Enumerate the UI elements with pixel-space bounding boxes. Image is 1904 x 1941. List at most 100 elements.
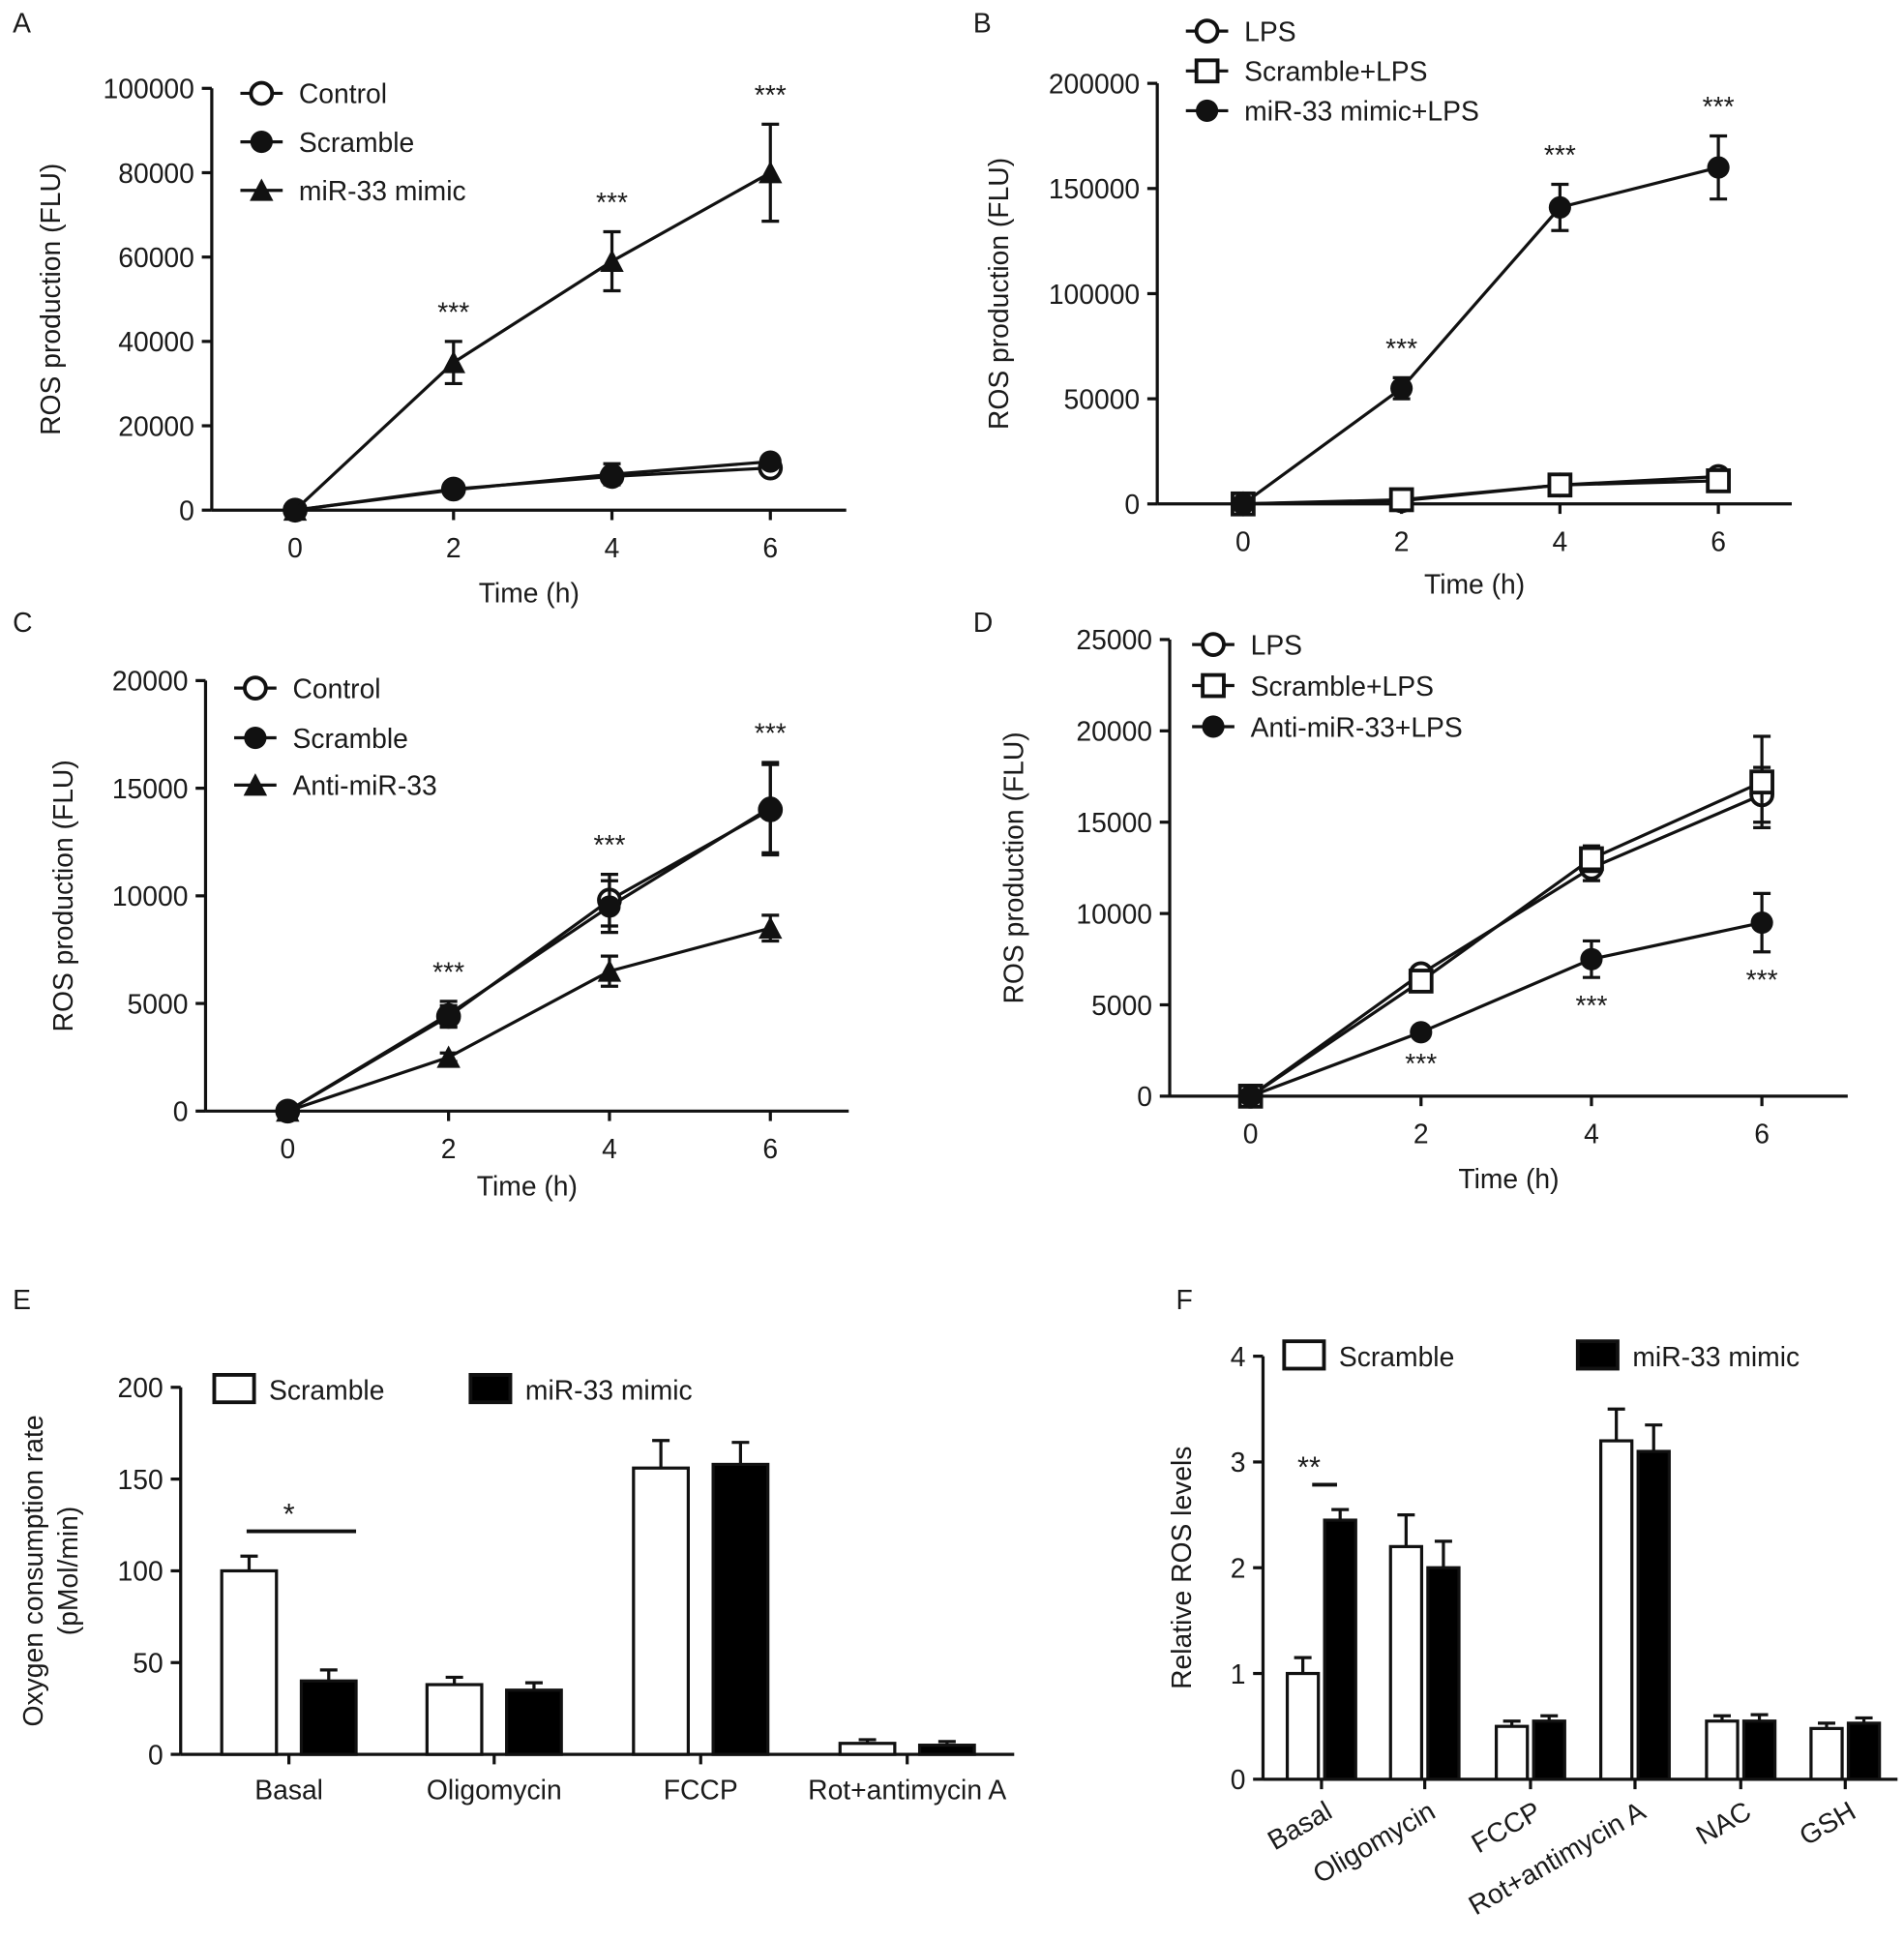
series-lps	[1231, 463, 1731, 517]
bar-mir-33-mimic	[1532, 1719, 1566, 1781]
legend-label: Scramble	[269, 1375, 384, 1406]
x-tick-label: 6	[1711, 526, 1726, 557]
legend-marker	[250, 131, 273, 154]
series-control	[275, 762, 784, 1124]
legend-label: Scramble	[299, 127, 414, 158]
x-axis-label: Time (h)	[1424, 568, 1525, 599]
x-tick-label: 0	[1235, 526, 1251, 557]
series-anti-mir-33-lps	[1239, 891, 1773, 1108]
x-tick-label: 4	[605, 532, 620, 563]
data-point	[1706, 468, 1731, 493]
y-tick-label: 1	[1231, 1658, 1246, 1689]
data-point	[1707, 156, 1730, 179]
significance-marker: ***	[1575, 990, 1607, 1021]
y-axis-label: Relative ROS levels	[1166, 1447, 1197, 1689]
data-point	[436, 1045, 461, 1068]
legend-label: miR-33 mimic	[525, 1375, 693, 1406]
series-mir-33-mimic	[283, 122, 783, 522]
y-axis-label: ROS production (FLU)	[47, 760, 78, 1031]
series-line	[1249, 792, 1763, 1098]
x-tick-label: 2	[446, 532, 461, 563]
bar-mir-33-mimic	[1636, 1449, 1671, 1781]
bar-scramble	[1809, 1726, 1844, 1781]
legend-marker	[244, 726, 267, 750]
y-tick-label: 100000	[1049, 279, 1140, 310]
significance-marker: **	[1297, 1450, 1321, 1484]
data-point	[1390, 376, 1413, 400]
legend-label: Control	[299, 78, 387, 109]
x-tick-label: 4	[602, 1133, 617, 1164]
panel-label: B	[973, 7, 992, 38]
legend-marker	[243, 675, 268, 701]
y-tick-label: 15000	[1076, 807, 1152, 838]
significance-marker: ***	[593, 829, 625, 860]
significance-marker: ***	[755, 79, 787, 110]
x-axis-label: Time (h)	[477, 1171, 578, 1202]
bar-scramble	[425, 1683, 484, 1756]
data-point	[1580, 947, 1603, 970]
bar-mir-33-mimic	[917, 1744, 976, 1756]
x-tick-label: 2	[441, 1133, 457, 1164]
y-tick-label: 150	[118, 1464, 164, 1495]
panel-label: E	[13, 1284, 31, 1315]
legend-marker	[250, 178, 274, 201]
data-point	[1408, 969, 1434, 994]
bar-scramble	[1388, 1544, 1424, 1781]
data-point	[1232, 493, 1255, 516]
data-point	[1579, 846, 1604, 872]
data-point	[283, 498, 308, 522]
x-tick-label: FCCP	[1466, 1795, 1546, 1859]
bar-scramble	[220, 1568, 279, 1756]
panel-b: B 0 50000 100000 150000 200000 ROS production …	[973, 7, 1792, 599]
y-tick-label: 10000	[112, 881, 189, 911]
y-axis-label: (pMol/min)	[52, 1507, 83, 1636]
panel-label: A	[13, 7, 31, 38]
legend-label: Scramble+LPS	[1251, 671, 1434, 702]
series-mir-33-mimic-lps	[1232, 134, 1730, 516]
x-tick-label: 6	[762, 532, 778, 563]
data-point	[598, 895, 621, 918]
legend-label: Scramble	[292, 723, 407, 754]
legend-marker	[1196, 99, 1219, 123]
series-line	[1242, 479, 1719, 506]
y-tick-label: 100000	[104, 74, 194, 105]
x-axis-label: Time (h)	[479, 577, 580, 608]
bar-mir-33-mimic	[1426, 1566, 1461, 1781]
y-tick-label: 3	[1231, 1447, 1246, 1478]
panel-label: C	[13, 607, 32, 638]
series-line	[294, 460, 771, 512]
panel-c: C 0 5000 10000 15000 20000 ROS production (FLU…	[13, 607, 849, 1202]
significance-marker: ***	[1544, 139, 1576, 170]
data-point	[1410, 1021, 1433, 1044]
significance-marker: ***	[755, 717, 787, 748]
data-point	[759, 915, 783, 940]
y-tick-label: 0	[148, 1739, 164, 1770]
significance-marker: ***	[432, 956, 464, 987]
legend-swatch	[468, 1372, 513, 1405]
x-tick-label: FCCP	[664, 1774, 738, 1805]
y-tick-label: 20000	[1076, 716, 1152, 747]
y-tick-label: 60000	[118, 242, 194, 273]
y-tick-label: 15000	[112, 773, 189, 804]
series-scramble	[283, 450, 782, 522]
series-line	[294, 466, 771, 512]
bar-scramble	[1285, 1671, 1321, 1781]
x-tick-label: 2	[1413, 1119, 1429, 1150]
bar-mir-33-mimic	[1741, 1719, 1777, 1781]
legend-marker	[1202, 715, 1225, 738]
legend-marker	[1194, 58, 1220, 84]
bar-mir-33-mimic	[1846, 1721, 1882, 1781]
y-tick-label: 5000	[1091, 990, 1152, 1021]
data-point	[1749, 769, 1774, 795]
legend-swatch	[212, 1372, 256, 1405]
y-axis-label: Oxygen consumption rate	[17, 1415, 48, 1726]
series-line	[286, 926, 771, 1113]
panel-label: D	[973, 607, 993, 638]
series-line	[293, 171, 772, 512]
y-tick-label: 25000	[1076, 624, 1152, 655]
y-tick-label: 2	[1231, 1553, 1246, 1584]
legend-label: miR-33 mimic	[1632, 1341, 1800, 1372]
y-tick-label: 80000	[118, 158, 194, 189]
y-tick-label: 4	[1231, 1341, 1246, 1372]
